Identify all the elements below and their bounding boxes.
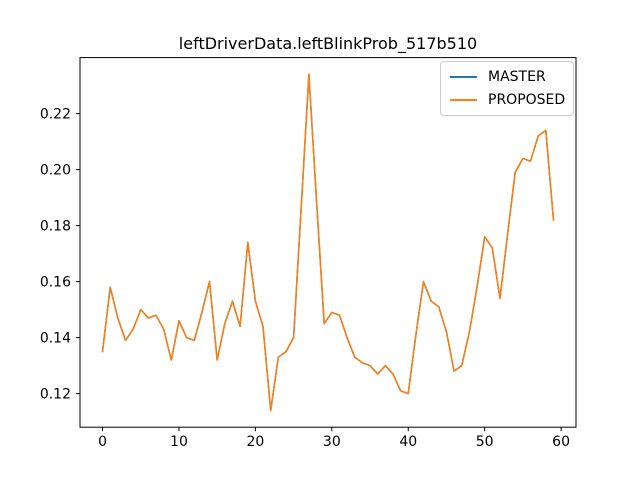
axes-frame (79, 57, 577, 428)
legend-entry-master: MASTER (450, 69, 564, 85)
x-tick-label: 40 (399, 434, 417, 450)
legend-line-sample-proposed (450, 99, 477, 101)
x-tick-label: 50 (476, 434, 494, 450)
legend: MASTER PROPOSED (440, 61, 574, 116)
y-tick-label: 0.12 (40, 387, 71, 403)
x-tick-label: 30 (323, 434, 341, 450)
legend-line-sample-master (450, 76, 477, 78)
y-tick-label: 0.14 (40, 331, 71, 347)
x-tick-label: 20 (246, 434, 264, 450)
x-tick-label: 60 (552, 434, 570, 450)
series-line-proposed (101, 73, 555, 412)
x-tick-label: 0 (98, 434, 107, 450)
y-tick-label: 0.18 (40, 219, 71, 235)
y-tick-label: 0.22 (40, 107, 71, 123)
legend-entry-proposed: PROPOSED (450, 92, 566, 108)
y-tick-label: 0.20 (40, 163, 71, 179)
chart-title: leftDriverData.leftBlinkProb_517b510 (178, 34, 478, 53)
y-tick-label: 0.16 (40, 275, 71, 291)
legend-label-master: MASTER (488, 69, 546, 85)
series-line-master (101, 73, 555, 412)
x-tick-label: 10 (170, 434, 188, 450)
legend-label-proposed: PROPOSED (488, 92, 566, 108)
